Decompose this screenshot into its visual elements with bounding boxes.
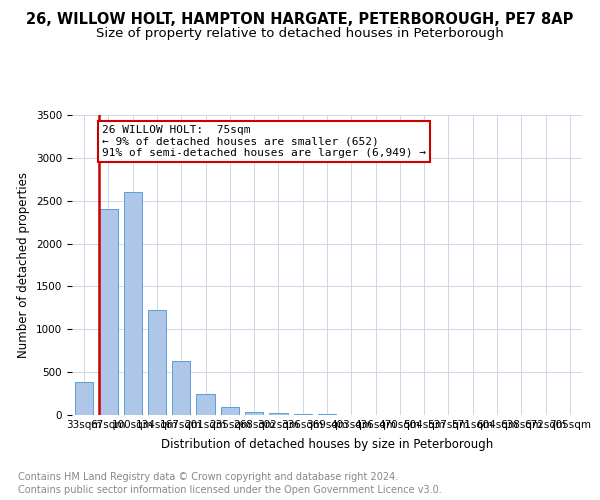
Bar — [221, 408, 239, 415]
Text: Contains public sector information licensed under the Open Government Licence v3: Contains public sector information licen… — [18, 485, 442, 495]
Text: 26, WILLOW HOLT, HAMPTON HARGATE, PETERBOROUGH, PE7 8AP: 26, WILLOW HOLT, HAMPTON HARGATE, PETERB… — [26, 12, 574, 28]
Bar — [318, 414, 336, 415]
Bar — [100, 210, 118, 415]
Text: Size of property relative to detached houses in Peterborough: Size of property relative to detached ho… — [96, 28, 504, 40]
Bar — [148, 310, 166, 415]
Bar — [196, 394, 215, 415]
Bar — [293, 414, 312, 415]
Bar — [124, 192, 142, 415]
X-axis label: Distribution of detached houses by size in Peterborough: Distribution of detached houses by size … — [161, 438, 493, 451]
Bar — [172, 361, 190, 415]
Bar — [75, 382, 93, 415]
Y-axis label: Number of detached properties: Number of detached properties — [17, 172, 31, 358]
Bar — [269, 414, 287, 415]
Text: Contains HM Land Registry data © Crown copyright and database right 2024.: Contains HM Land Registry data © Crown c… — [18, 472, 398, 482]
Text: 26 WILLOW HOLT:  75sqm
← 9% of detached houses are smaller (652)
91% of semi-det: 26 WILLOW HOLT: 75sqm ← 9% of detached h… — [103, 126, 427, 158]
Bar — [245, 412, 263, 415]
